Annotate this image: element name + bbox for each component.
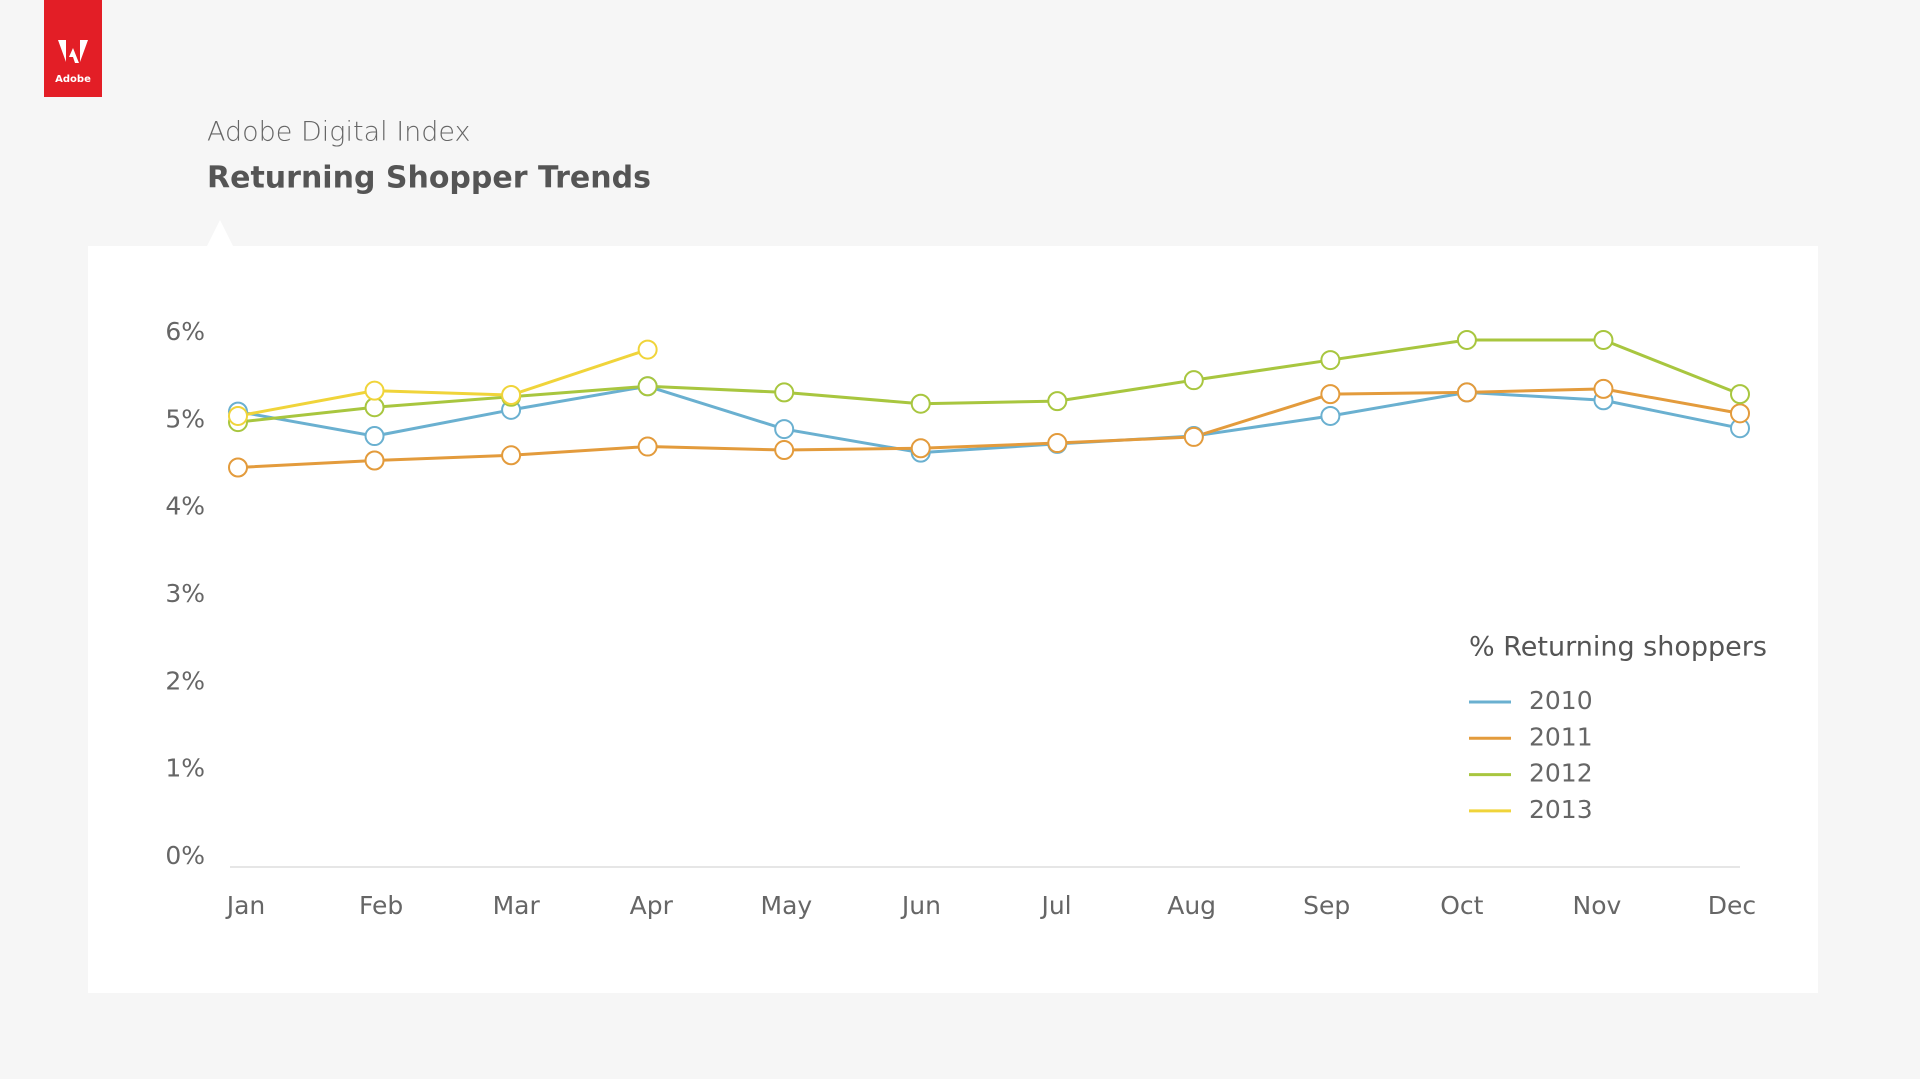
series-line xyxy=(237,348,649,418)
legend-label: 2012 xyxy=(1529,759,1593,788)
data-point xyxy=(228,457,248,478)
x-tick-label: Oct xyxy=(1440,891,1483,920)
data-point xyxy=(501,445,522,466)
chart-title: Returning Shopper Trends xyxy=(207,161,651,196)
logo-icon xyxy=(58,40,88,63)
logo-text: Adobe xyxy=(55,74,91,85)
legend-label: 2010 xyxy=(1529,686,1593,715)
x-tick-label: Sep xyxy=(1303,891,1350,920)
data-point xyxy=(1730,384,1750,405)
data-point xyxy=(364,397,385,418)
data-point xyxy=(1183,370,1204,391)
data-point xyxy=(364,380,385,401)
data-point xyxy=(364,450,385,471)
y-tick-label: 0% xyxy=(165,841,205,870)
chart-subtitle: Adobe Digital Index xyxy=(207,117,471,148)
data-point xyxy=(1456,382,1477,403)
data-point xyxy=(1320,384,1341,405)
data-point xyxy=(1320,405,1341,426)
y-tick-label: 4% xyxy=(165,492,205,521)
x-tick-label: Jun xyxy=(900,891,941,920)
data-point xyxy=(228,405,248,426)
legend-label: 2013 xyxy=(1529,795,1593,824)
x-tick-label: Apr xyxy=(630,891,674,920)
x-tick-label: Jan xyxy=(225,891,266,920)
data-point xyxy=(637,376,658,397)
data-point xyxy=(1456,329,1477,350)
card-notch xyxy=(207,220,233,246)
data-point xyxy=(1047,433,1068,454)
data-point xyxy=(910,393,931,414)
data-point xyxy=(637,339,658,360)
legend-label: 2011 xyxy=(1529,722,1593,751)
y-tick-label: 1% xyxy=(165,754,205,783)
legend-title: % Returning shoppers xyxy=(1469,632,1767,663)
data-point xyxy=(1593,378,1614,399)
x-tick-label: Aug xyxy=(1167,891,1216,920)
series-line xyxy=(237,384,1741,455)
x-tick-label: May xyxy=(761,891,813,920)
x-tick-label: Dec xyxy=(1708,891,1756,920)
data-point xyxy=(774,440,795,461)
x-tick-label: Jul xyxy=(1039,891,1071,920)
series-line xyxy=(237,338,1741,424)
data-point xyxy=(637,436,658,457)
x-tick-label: Feb xyxy=(359,891,403,920)
data-point xyxy=(1730,403,1750,424)
x-tick-label: Mar xyxy=(493,891,541,920)
y-tick-label: 5% xyxy=(165,404,205,433)
data-point xyxy=(1320,350,1341,371)
data-point xyxy=(910,438,931,459)
y-tick-label: 2% xyxy=(165,666,205,695)
y-tick-label: 3% xyxy=(165,579,205,608)
chart-card xyxy=(88,246,1818,993)
data-point xyxy=(1047,391,1068,412)
data-point xyxy=(1593,329,1614,350)
data-point xyxy=(1183,426,1204,447)
data-point xyxy=(774,419,795,440)
x-tick-label: Nov xyxy=(1573,891,1622,920)
data-point xyxy=(364,426,385,447)
data-point xyxy=(501,385,522,406)
y-tick-label: 6% xyxy=(165,317,205,346)
data-point xyxy=(774,382,795,403)
series-line xyxy=(237,387,1741,469)
